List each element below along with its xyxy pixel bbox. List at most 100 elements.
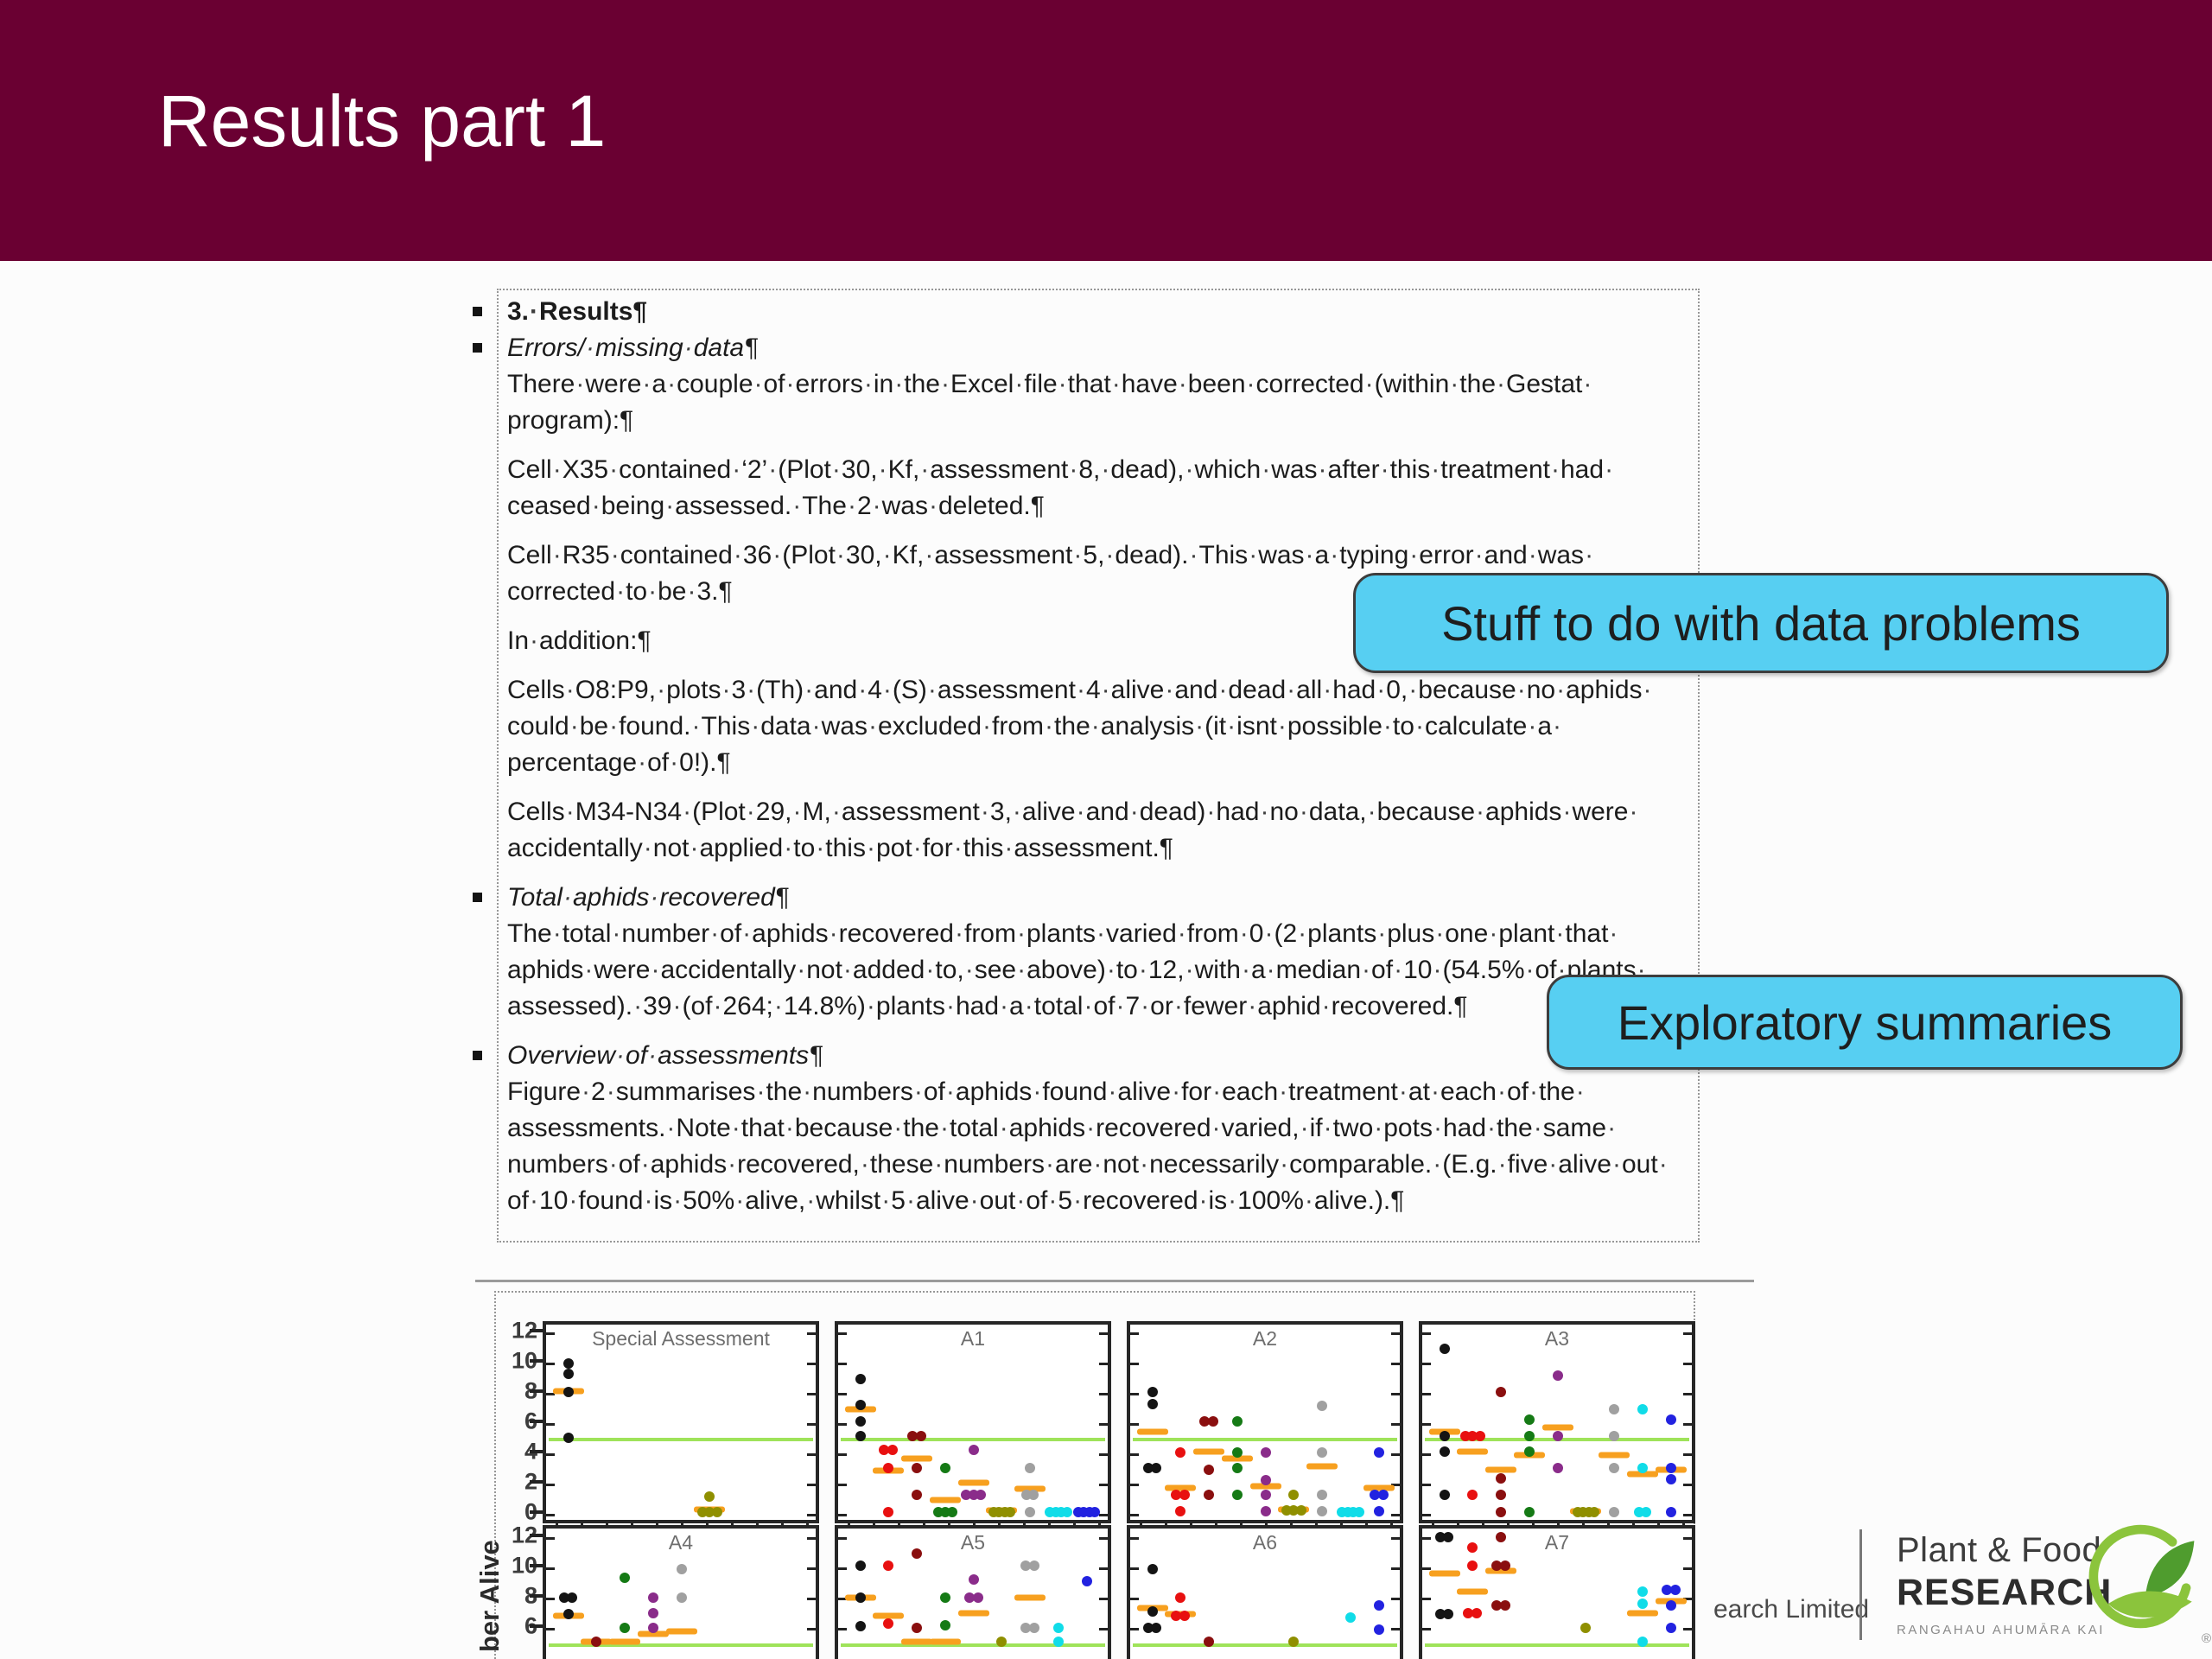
space-mark: · (866, 834, 875, 862)
space-mark: · (1266, 956, 1275, 984)
logo-maori-line: RANGAHAU AHUMĀRA KAI (1897, 1623, 2105, 1637)
space-mark: · (1014, 370, 1024, 398)
space-mark: · (1430, 1077, 1440, 1106)
space-mark: · (582, 1077, 591, 1106)
space-mark: · (1497, 370, 1506, 398)
space-mark: · (785, 370, 795, 398)
space-mark: · (1173, 992, 1183, 1020)
space-mark: · (831, 798, 841, 826)
doc-paragraph: There·were·a·couple·of·errors·in·the·Exc… (507, 370, 1592, 435)
footer-divider-line (1859, 1529, 1862, 1640)
space-mark: · (1058, 370, 1067, 398)
space-mark: · (690, 834, 699, 862)
space-mark: · (616, 1041, 626, 1070)
space-mark: · (1239, 919, 1249, 948)
doc-paragraph: The·total·number·of·aphids·recovered·fro… (507, 919, 1646, 1020)
space-mark: · (650, 883, 659, 912)
space-mark: · (847, 492, 856, 520)
space-mark: · (982, 712, 992, 741)
space-mark: · (1096, 919, 1106, 948)
space-mark: · (1298, 919, 1307, 948)
space-mark: · (565, 798, 575, 826)
space-mark: · (1557, 956, 1567, 984)
space-mark: · (1106, 956, 1116, 984)
space-mark: · (584, 956, 594, 984)
doc-paragraph: Cells·M34-N34·(Plot·29,·M,·assessment·3,… (507, 798, 1638, 862)
space-mark: · (806, 1186, 816, 1215)
space-mark: · (552, 919, 562, 948)
space-mark: · (1548, 1150, 1558, 1179)
space-mark: · (751, 712, 760, 741)
logo-research-line: RESEARCH (1897, 1572, 2113, 1613)
space-mark: · (733, 541, 742, 569)
space-mark: · (1374, 1114, 1383, 1142)
space-mark: · (1108, 1077, 1117, 1106)
space-mark: · (906, 1186, 915, 1215)
space-mark: · (925, 956, 935, 984)
space-mark: · (1195, 712, 1205, 741)
space-mark: · (616, 577, 626, 606)
space-mark: · (651, 956, 660, 984)
space-mark: · (1476, 798, 1485, 826)
space-mark: · (1643, 676, 1652, 704)
plant-food-research-logo: Plant & Food RESEARCH RANGAHAU AHUMĀRA K… (1897, 1531, 2208, 1652)
space-mark: · (1583, 370, 1592, 398)
callout-data-problems: Stuff to do with data problems (1353, 573, 2169, 673)
space-mark: · (912, 834, 922, 862)
space-mark: · (1076, 676, 1085, 704)
space-mark: · (667, 370, 677, 398)
space-mark: · (735, 1186, 745, 1215)
space-mark: · (606, 1077, 615, 1106)
space-mark: · (954, 919, 963, 948)
space-mark: · (1431, 455, 1440, 484)
space-mark: · (1556, 676, 1566, 704)
space-mark: · (608, 1150, 618, 1179)
space-mark: · (1280, 1150, 1289, 1179)
space-mark: · (1090, 712, 1100, 741)
space-mark: · (1000, 992, 1009, 1020)
leaf-logo-icon (2081, 1517, 2207, 1647)
space-mark: · (1185, 455, 1194, 484)
space-mark: · (945, 992, 955, 1020)
space-mark: · (756, 1077, 766, 1106)
doc-paragraph: In·addition:¶ (507, 626, 652, 655)
space-mark: · (1435, 919, 1445, 948)
space-mark: · (644, 1186, 653, 1215)
space-mark: · (1300, 1114, 1309, 1142)
space-mark: · (691, 712, 701, 741)
page-title: Results part 1 (158, 80, 607, 162)
space-mark: · (939, 1114, 949, 1142)
space-mark: · (1377, 919, 1387, 948)
space-mark: · (792, 492, 802, 520)
space-mark: · (953, 834, 963, 862)
space-mark: · (1093, 1150, 1103, 1179)
space-mark: · (1605, 455, 1614, 484)
space-mark: · (1212, 1077, 1222, 1106)
doc-paragraph: Total·aphids·recovered¶ (473, 880, 1689, 916)
space-mark: · (721, 676, 731, 704)
space-mark: · (1637, 956, 1646, 984)
space-mark: · (768, 455, 778, 484)
space-mark: · (1206, 798, 1216, 826)
footer-cutoff-text: earch Limited (1713, 1595, 1870, 1624)
space-mark: · (1045, 712, 1054, 741)
space-mark: · (1367, 798, 1376, 826)
space-mark: · (1177, 919, 1186, 948)
space-mark: · (913, 1077, 923, 1106)
space-mark: · (673, 1186, 683, 1215)
space-mark: · (670, 748, 679, 777)
space-mark: · (1165, 676, 1174, 704)
space-mark: · (1398, 1077, 1408, 1106)
space-mark: · (672, 992, 682, 1020)
space-mark: · (1140, 1150, 1149, 1179)
space-mark: · (1069, 455, 1078, 484)
space-mark: · (785, 1114, 794, 1142)
space-mark: · (811, 712, 821, 741)
y-axis-label: ber Alive (474, 1540, 505, 1652)
space-mark: · (610, 541, 620, 569)
space-mark: · (1497, 1077, 1506, 1106)
space-mark: · (1433, 1114, 1442, 1142)
figure-dotted-frame (494, 1291, 1695, 1659)
space-mark: · (1260, 798, 1269, 826)
space-mark: · (1172, 1077, 1181, 1106)
